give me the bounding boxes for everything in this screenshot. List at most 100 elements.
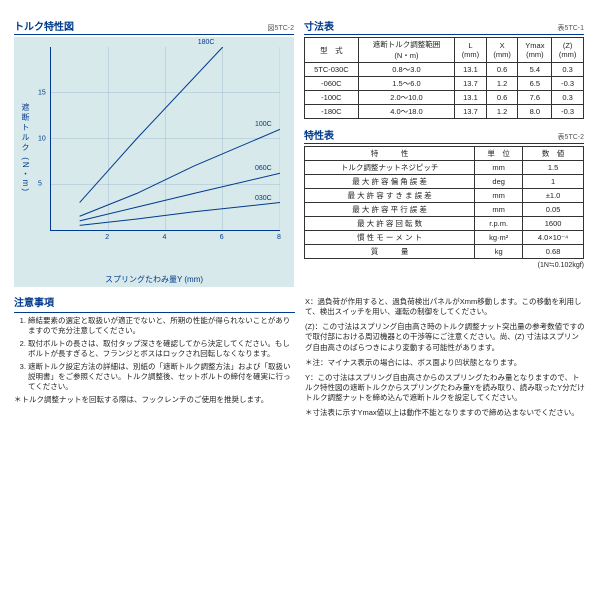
table-cell: 5TC-030C [305, 63, 359, 77]
table-cell: 13.7 [455, 105, 487, 119]
table-header: X(mm) [486, 38, 518, 63]
torque-chart: 遮断トルク (N・m) 2 4 6 8 5 10 15 180C 100C 060C 030C スプ… [14, 37, 294, 287]
table-row: 最 大 許 容 偏 角 誤 差deg1 [305, 175, 584, 189]
chart-subtitle: 図5TC-2 [268, 23, 294, 33]
table-header: (Z)(mm) [552, 38, 584, 63]
table-cell: mm [475, 189, 523, 203]
caution-list: 締結要素の選定と取扱いが適正でないと、所期の性能が得られないことがありますので充… [14, 316, 295, 393]
table-row: 5TC-030C0.8～3.013.10.65.40.3 [305, 63, 584, 77]
chart-xlabel: スプリングたわみ量Y (mm) [14, 274, 294, 285]
series-label: 030C [255, 195, 272, 202]
table-cell: -0.3 [552, 105, 584, 119]
table-row: 最 大 許 容 回 転 数r.p.m.1600 [305, 217, 584, 231]
table-cell: 0.3 [552, 91, 584, 105]
table-cell: 1 [523, 175, 584, 189]
y-tick: 10 [38, 135, 46, 142]
table-cell: 0.05 [523, 203, 584, 217]
spec-table-title: 特性表 表5TC-2 [304, 127, 584, 144]
table-row: -180C4.0～18.013.71.28.0-0.3 [305, 105, 584, 119]
table-cell: 0.6 [486, 91, 518, 105]
table-cell: -180C [305, 105, 359, 119]
table-cell: 0.68 [523, 245, 584, 259]
x-tick: 6 [220, 234, 224, 241]
y-tick: 5 [38, 181, 42, 188]
table-cell: -060C [305, 77, 359, 91]
spec-subtitle: 表5TC-2 [558, 132, 584, 142]
table-cell: 慣 性 モ ー メ ン ト [305, 231, 475, 245]
table-header: 型 式 [305, 38, 359, 63]
table-cell: deg [475, 175, 523, 189]
table-cell: kg [475, 245, 523, 259]
table-cell: -0.3 [552, 77, 584, 91]
table-cell: 5.4 [518, 63, 552, 77]
chart-ylabel: 遮断トルク (N・m) [20, 43, 31, 253]
table-cell: 質 量 [305, 245, 475, 259]
table-cell: 0.6 [486, 63, 518, 77]
torque-chart-title: トルク特性図 図5TC-2 [14, 18, 294, 35]
table-cell: mm [475, 161, 523, 175]
table-header: 数 値 [523, 147, 584, 161]
table-cell: 7.6 [518, 91, 552, 105]
dim-title-text: 寸法表 [304, 18, 334, 33]
right-notes: X：過負荷が作用すると、過負荷検出パネルがXmm移動します。この移動を利用して、… [305, 297, 586, 423]
table-row: 慣 性 モ ー メ ン トkg·m²4.0×10⁻⁴ [305, 231, 584, 245]
table-cell: mm [475, 203, 523, 217]
table-cell: 1.5 [523, 161, 584, 175]
table-cell: 4.0×10⁻⁴ [523, 231, 584, 245]
table-cell: 最 大 許 容 偏 角 誤 差 [305, 175, 475, 189]
table-row: 質 量kg0.68 [305, 245, 584, 259]
caution-item: 遮断トルク設定方法の詳細は、別紙の「遮断トルク調整方法」および「取扱い説明書」を… [28, 362, 295, 392]
table-cell: -100C [305, 91, 359, 105]
table-row: 最 大 許 容 平 行 誤 差mm0.05 [305, 203, 584, 217]
table-header: 遮断トルク調整範囲(N・m) [358, 38, 454, 63]
table-cell: 0.8～3.0 [358, 63, 454, 77]
table-cell: 最 大 許 容 平 行 誤 差 [305, 203, 475, 217]
spec-title-text: 特性表 [304, 127, 334, 142]
chart-title-text: トルク特性図 [14, 18, 74, 33]
table-row: トルク調整ナットネジピッチmm1.5 [305, 161, 584, 175]
spec-footnote: (1N≒0.102kgf) [304, 261, 584, 269]
table-cell: 8.0 [518, 105, 552, 119]
table-cell: 4.0～18.0 [358, 105, 454, 119]
dim-table-title: 寸法表 表5TC-1 [304, 18, 584, 35]
table-header: L(mm) [455, 38, 487, 63]
spec-table: 特 性単 位数 値トルク調整ナットネジピッチmm1.5最 大 許 容 偏 角 誤… [304, 146, 584, 259]
table-row: -100C2.0～10.013.10.67.60.3 [305, 91, 584, 105]
table-cell: 13.1 [455, 63, 487, 77]
table-cell: 1.5～6.0 [358, 77, 454, 91]
x-tick: 4 [163, 234, 167, 241]
table-row: 最 大 許 容 す き ま 誤 差mm±1.0 [305, 189, 584, 203]
table-cell: トルク調整ナットネジピッチ [305, 161, 475, 175]
dim-subtitle: 表5TC-1 [558, 23, 584, 33]
caution-item: 締結要素の選定と取扱いが適正でないと、所期の性能が得られないことがありますので充… [28, 316, 295, 336]
table-cell: ±1.0 [523, 189, 584, 203]
y-tick: 15 [38, 89, 46, 96]
table-cell: 6.5 [518, 77, 552, 91]
series-label: 100C [255, 121, 272, 128]
table-cell: 2.0～10.0 [358, 91, 454, 105]
x-tick: 8 [277, 234, 281, 241]
table-cell: 1.2 [486, 77, 518, 91]
table-cell: 1600 [523, 217, 584, 231]
table-cell: 最 大 許 容 回 転 数 [305, 217, 475, 231]
z-star: ＊注：マイナス表示の場合には、ボス面より凹状態となります。 [305, 358, 586, 368]
dimension-table: 型 式遮断トルク調整範囲(N・m)L(mm)X(mm)Ymax(mm)(Z)(m… [304, 37, 584, 119]
table-header: 単 位 [475, 147, 523, 161]
caution-star: ＊トルク調整ナットを回転する際は、フックレンチのご使用を推奨します。 [14, 395, 295, 405]
series-label: 180C [198, 39, 215, 46]
x-tick: 2 [105, 234, 109, 241]
table-cell: 1.2 [486, 105, 518, 119]
table-cell: r.p.m. [475, 217, 523, 231]
z-note: (Z)：この寸法はスプリング自由高さ時のトルク調整ナット突出量の参考数値ですので… [305, 322, 586, 352]
y-star: ＊寸法表に示すYmax値以上は動作不能となりますので締め込まないでください。 [305, 408, 586, 418]
table-header: Ymax(mm) [518, 38, 552, 63]
cautions-title: 注意事項 [14, 297, 295, 313]
table-cell: 0.3 [552, 63, 584, 77]
table-cell: 13.1 [455, 91, 487, 105]
y-note: Y：この寸法はスプリング自由高さからのスプリングたわみ量となりますので、トルク特… [305, 373, 586, 403]
x-note: X：過負荷が作用すると、過負荷検出パネルがXmm移動します。この移動を利用して、… [305, 297, 586, 317]
table-row: -060C1.5～6.013.71.26.5-0.3 [305, 77, 584, 91]
table-cell: kg·m² [475, 231, 523, 245]
table-cell: 最 大 許 容 す き ま 誤 差 [305, 189, 475, 203]
series-label: 060C [255, 165, 272, 172]
